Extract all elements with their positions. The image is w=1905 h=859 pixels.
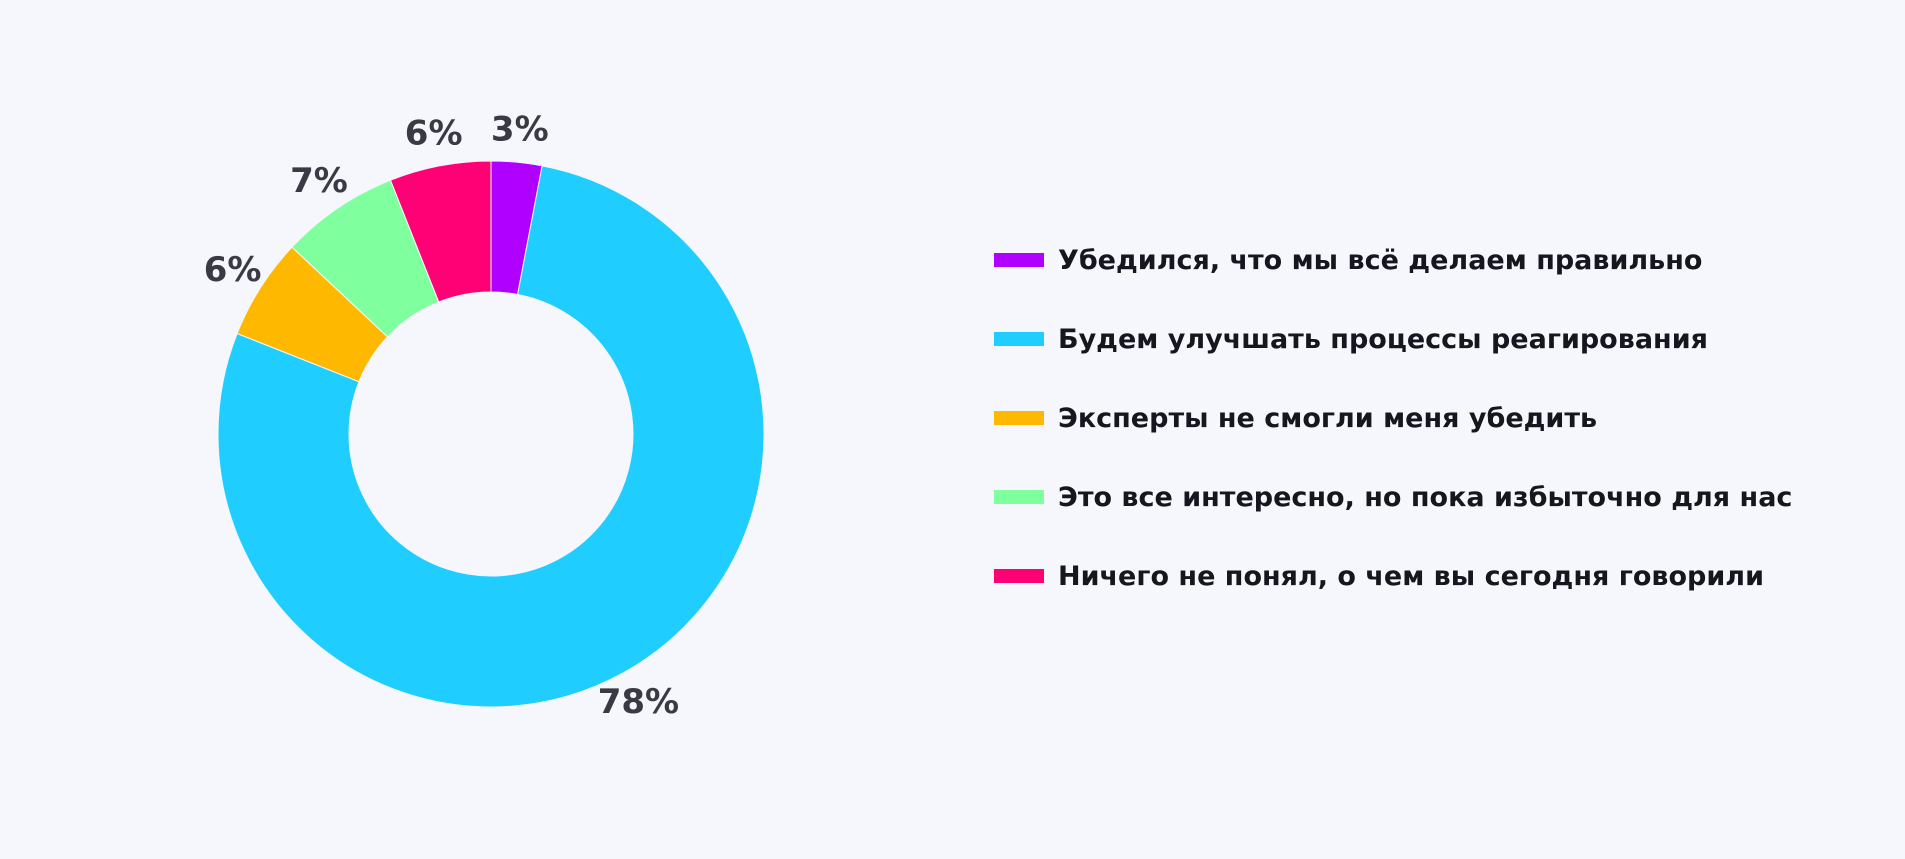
legend-swatch <box>994 490 1044 504</box>
slice-percent-label: 6% <box>405 113 463 153</box>
legend-swatch <box>994 569 1044 583</box>
slice-percent-label: 78% <box>598 682 679 722</box>
legend-item: Ничего не понял, о чем вы сегодня говори… <box>994 559 1792 593</box>
donut-slice <box>217 165 765 708</box>
legend-item: Эксперты не смогли меня убедить <box>994 401 1792 435</box>
donut-slice <box>389 160 492 303</box>
legend-label: Будем улучшать процессы реагирования <box>1058 323 1708 355</box>
slice-percent-label: 3% <box>491 109 549 149</box>
legend-swatch <box>994 253 1044 267</box>
legend-item: Это все интересно, но пока избыточно для… <box>994 480 1792 514</box>
legend-item: Будем улучшать процессы реагирования <box>994 322 1792 356</box>
chart-legend: Убедился, что мы всё делаем правильно Буд… <box>994 243 1792 593</box>
legend-item: Убедился, что мы всё делаем правильно <box>994 243 1792 277</box>
legend-label: Убедился, что мы всё делаем правильно <box>1058 244 1703 276</box>
legend-label: Эксперты не смогли меня убедить <box>1058 402 1598 434</box>
legend-swatch <box>994 332 1044 346</box>
donut-chart: 3% 78% 6% 7% 6% <box>204 109 765 722</box>
slice-percent-label: 6% <box>204 250 262 290</box>
legend-swatch <box>994 411 1044 425</box>
legend-label: Ничего не понял, о чем вы сегодня говори… <box>1058 560 1764 592</box>
legend-label: Это все интересно, но пока избыточно для… <box>1058 481 1793 513</box>
slice-percent-label: 7% <box>290 161 348 201</box>
